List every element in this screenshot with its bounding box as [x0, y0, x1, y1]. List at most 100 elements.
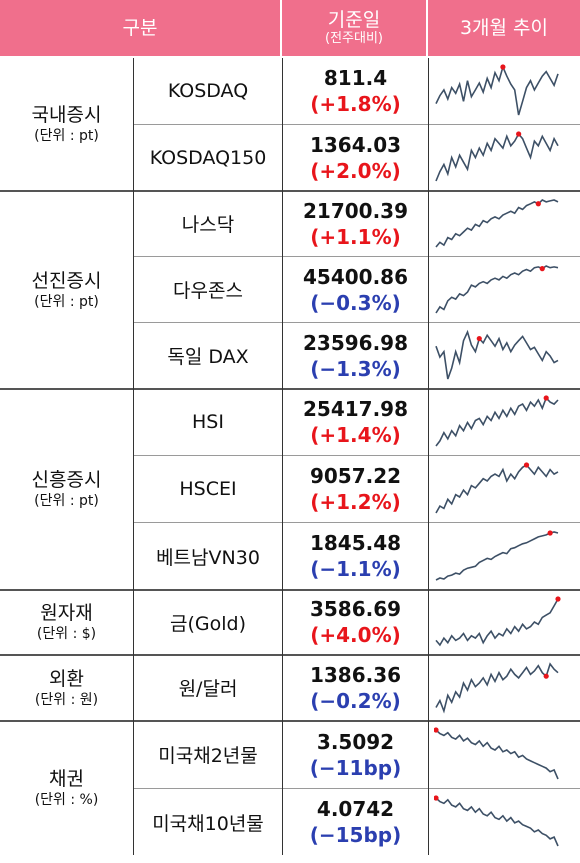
- item-name: 미국채10년물: [152, 812, 264, 835]
- sparkline-nasdaq: [435, 199, 559, 248]
- change: (+2.0%): [310, 158, 401, 183]
- sparkline-path: [435, 199, 559, 248]
- group-domestic: 국내증시 (단위 : pt): [0, 58, 133, 190]
- row-divider: [133, 124, 580, 125]
- change: (−0.3%): [310, 290, 401, 315]
- sparkline-path: [435, 531, 559, 581]
- sparkline-peak-marker: [500, 64, 506, 70]
- group-unit: (단위 : $): [36, 626, 97, 642]
- header-base-date: 기준일 (전주대비): [282, 0, 426, 56]
- sparkline-dow: [435, 265, 559, 314]
- sparkline-peak-marker: [434, 727, 439, 733]
- value: 23596.98: [302, 330, 408, 355]
- header-trend-label: 3개월 추이: [459, 17, 549, 39]
- sparkline-path: [435, 132, 559, 182]
- value-cell: 3.5092 (−11bp): [283, 721, 428, 788]
- row-divider: [133, 522, 580, 523]
- group-divider: [0, 589, 580, 591]
- group-divider: [0, 654, 580, 656]
- sparkline-peak-marker: [434, 795, 439, 801]
- header-category: 구분: [0, 0, 280, 56]
- value: 9057.22: [309, 464, 402, 488]
- group-divider: [0, 388, 580, 390]
- value-cell: 811.4 (+1.8%): [283, 58, 428, 124]
- item-name: KOSDAQ: [167, 80, 249, 102]
- sparkline-dax: [435, 329, 559, 380]
- group-bonds: 채권 (단위 : %): [0, 721, 133, 855]
- item-name: HSI: [192, 411, 224, 433]
- sparkline-peak-marker: [523, 462, 530, 468]
- sparkline-ust10y: [434, 795, 559, 847]
- value-cell: 21700.39 (+1.1%): [283, 191, 428, 256]
- value-cell: 1364.03 (+2.0%): [283, 125, 428, 190]
- sparkline-path: [435, 64, 559, 116]
- change: (−11bp): [309, 755, 402, 780]
- header-base-date-label: 기준일: [327, 9, 381, 31]
- sparkline-peak-marker: [547, 530, 553, 536]
- row-divider: [133, 788, 580, 789]
- sparkline-vn30: [435, 530, 559, 581]
- sparkline-path: [435, 729, 559, 780]
- item-name: HSCEI: [179, 478, 237, 500]
- header-divider: [426, 0, 428, 56]
- header-base-date-sub: (전주대비): [325, 31, 383, 46]
- group-unit: (단위 : %): [34, 792, 99, 808]
- change: (−1.1%): [310, 557, 401, 581]
- group-emerging: 신흥증시 (단위 : pt): [0, 389, 133, 589]
- change: (+4.0%): [310, 623, 401, 647]
- column-divider: [428, 58, 429, 855]
- sparkline-peak-marker: [543, 395, 549, 401]
- value-cell: 1845.48 (−1.1%): [283, 523, 428, 589]
- group-name: 채권: [49, 768, 84, 790]
- item-name: 독일 DAX: [167, 346, 249, 368]
- item-name: 금(Gold): [170, 612, 246, 635]
- item-name: 원/달러: [178, 678, 238, 700]
- sparkline-ust2y: [434, 727, 559, 780]
- sparkline-peak-marker: [476, 335, 482, 342]
- group-unit: (단위 : pt): [34, 493, 99, 509]
- change: (+1.8%): [310, 92, 401, 116]
- sparkline-kosdaq150: [435, 131, 559, 182]
- group-name: 선진증시: [31, 269, 102, 292]
- value-cell: 23596.98 (−1.3%): [283, 323, 428, 388]
- sparkline-path: [435, 329, 559, 380]
- value-cell: 4.0742 (−15bp): [283, 789, 428, 855]
- value: 3.5092: [316, 729, 395, 754]
- value: 4.0742: [316, 797, 395, 821]
- header-divider: [280, 0, 282, 56]
- value: 1386.36: [309, 662, 402, 687]
- value-cell: 45400.86 (−0.3%): [283, 257, 428, 322]
- value: 21700.39: [302, 198, 408, 223]
- value-cell: 3586.69 (+4.0%): [283, 590, 428, 654]
- value: 811.4: [323, 66, 388, 90]
- sparkline-hsi: [435, 395, 559, 447]
- sparkline-gold: [435, 596, 561, 647]
- item-name: KOSDAQ150: [149, 146, 267, 169]
- value-cell: 9057.22 (+1.2%): [283, 456, 428, 522]
- sparkline-peak-marker: [555, 596, 561, 602]
- row-divider: [133, 455, 580, 456]
- group-commodities: 원자재 (단위 : $): [0, 590, 133, 654]
- value-cell: 1386.36 (−0.2%): [283, 655, 428, 720]
- row-divider: [133, 322, 580, 323]
- value: 1364.03: [309, 132, 402, 157]
- change: (−15bp): [309, 823, 402, 847]
- change: (−0.2%): [310, 688, 401, 713]
- sparkline-path: [435, 396, 559, 447]
- group-name: 외환: [49, 667, 84, 690]
- value-cell: 25417.98 (+1.4%): [283, 389, 428, 455]
- group-developed: 선진증시 (단위 : pt): [0, 191, 133, 388]
- sparkline-path: [435, 662, 559, 714]
- sparkline-hscei: [435, 462, 559, 514]
- sparkline-peak-marker: [516, 131, 522, 137]
- change: (+1.2%): [310, 490, 401, 514]
- sparkline-path: [435, 463, 559, 514]
- value: 1845.48: [309, 531, 402, 555]
- value: 25417.98: [302, 397, 408, 421]
- column-divider: [133, 58, 134, 855]
- group-name: 원자재: [40, 602, 93, 624]
- item-name: 나스닥: [181, 214, 235, 236]
- row-divider: [133, 256, 580, 257]
- change: (+1.1%): [310, 224, 401, 249]
- group-unit: (단위 : 원): [34, 691, 99, 708]
